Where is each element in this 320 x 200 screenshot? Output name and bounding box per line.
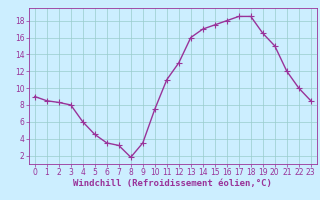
X-axis label: Windchill (Refroidissement éolien,°C): Windchill (Refroidissement éolien,°C) bbox=[73, 179, 272, 188]
